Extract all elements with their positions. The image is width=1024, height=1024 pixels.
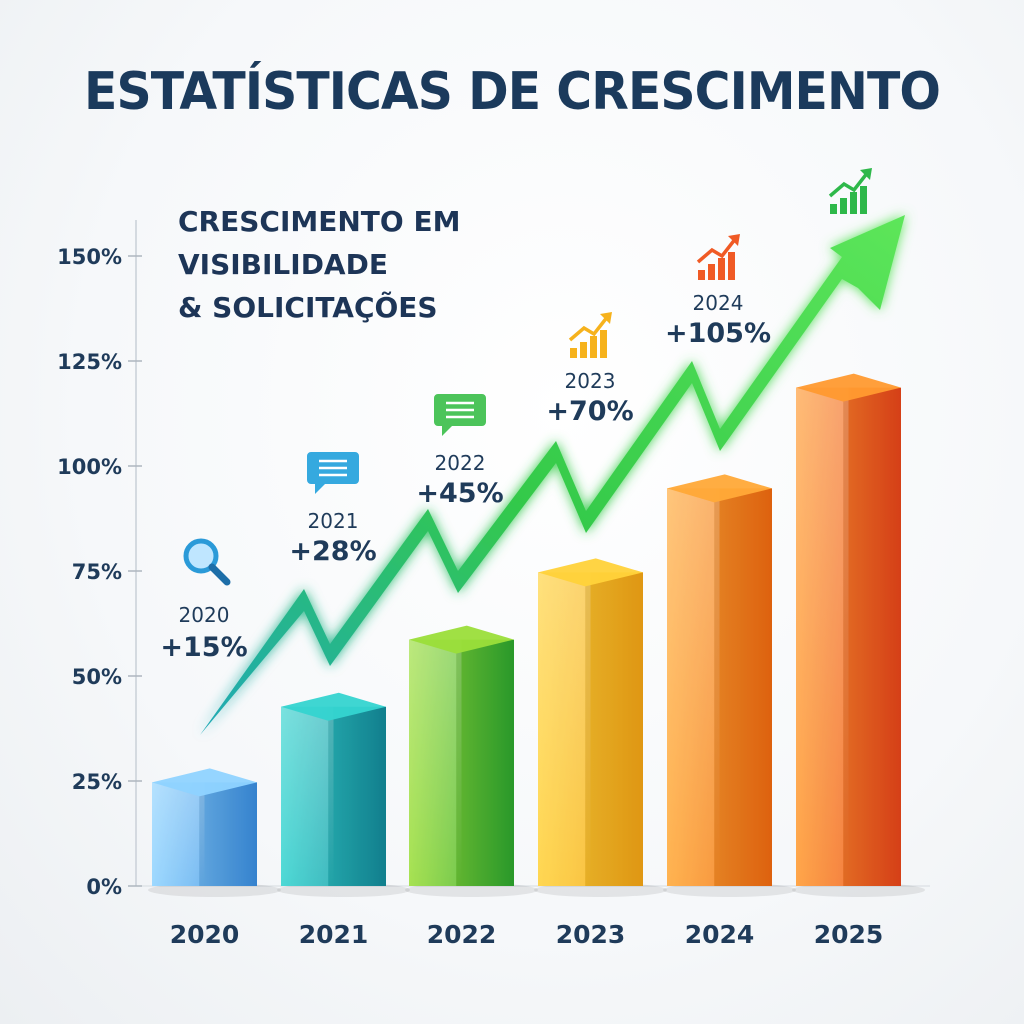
bar-shadow — [663, 883, 796, 897]
annotation-growth: +15% — [160, 632, 247, 663]
bar-chart-icon — [696, 234, 740, 280]
annotation-year: 2020 — [179, 603, 230, 627]
bar-top — [667, 474, 772, 503]
chart-title: ESTATÍSTICAS DE CRESCIMENTO — [84, 62, 941, 122]
bar-2022 — [405, 625, 538, 897]
bar-left-face — [281, 706, 329, 886]
subtitle-line-2: VISIBILIDADE — [178, 248, 388, 281]
bar-shadow — [405, 883, 538, 897]
bar-shadow — [277, 883, 410, 897]
y-tick-label: 150% — [57, 245, 122, 269]
annotation-growth: +70% — [546, 396, 633, 427]
y-tick-label: 25% — [72, 770, 122, 794]
bar-right-face — [714, 488, 772, 886]
chat-bubble-icon — [434, 394, 486, 436]
bar-left-face — [409, 639, 457, 886]
x-tick-label: 2022 — [427, 920, 497, 949]
bar-right-face — [199, 782, 257, 886]
y-tick-label: 75% — [72, 560, 122, 584]
annotation-2020: 2020 +15% — [160, 538, 248, 663]
magnifier-icon — [183, 538, 231, 586]
annotation-year: 2023 — [565, 369, 616, 393]
bar-highlight — [152, 782, 205, 886]
annotation-growth: +45% — [416, 478, 503, 509]
bar-top — [796, 373, 901, 402]
bar-left-face — [152, 782, 200, 886]
bar-highlight — [409, 639, 462, 886]
annotation-growth: +28% — [289, 536, 376, 567]
chat-bubble-icon — [307, 452, 359, 494]
bar-right-face — [843, 387, 901, 886]
bar-2021 — [277, 692, 410, 897]
bar-highlight — [796, 387, 849, 886]
bar-chart-icon — [568, 312, 612, 358]
bar-left-face — [796, 387, 844, 886]
bar-right-face — [585, 572, 643, 886]
bar-chart-icon — [828, 168, 872, 214]
annotation-year: 2021 — [308, 509, 359, 533]
x-tick-label: 2025 — [814, 920, 884, 949]
bar-highlight — [667, 488, 720, 886]
x-tick-label: 2024 — [685, 920, 755, 949]
y-tick-label: 100% — [57, 455, 122, 479]
annotation-growth: +105% — [665, 318, 771, 349]
bar-top — [409, 625, 514, 654]
bar-top — [281, 692, 386, 721]
x-tick-label: 2023 — [556, 920, 626, 949]
subtitle-line-3: & SOLICITAÇÕES — [178, 291, 438, 324]
bar-shadow — [792, 883, 925, 897]
annotation-2024: 2024 +105% — [665, 234, 771, 349]
bar-top — [538, 558, 643, 587]
bar-highlight — [281, 706, 334, 886]
annotation-year: 2024 — [693, 291, 744, 315]
y-tick-label: 50% — [72, 665, 122, 689]
x-tick-label: 2021 — [299, 920, 369, 949]
annotation-2025 — [828, 168, 872, 214]
y-tick-label: 0% — [86, 875, 122, 899]
bar-2024 — [663, 474, 796, 897]
bar-left-face — [538, 572, 586, 886]
bar-highlight — [538, 572, 591, 886]
chart-subtitle: CRESCIMENTO EM VISIBILIDADE & SOLICITAÇÕ… — [178, 200, 460, 329]
bar-2020 — [148, 768, 281, 897]
y-tick-label: 125% — [57, 350, 122, 374]
annotation-2023: 2023 +70% — [546, 312, 634, 427]
bar-right-face — [328, 706, 386, 886]
subtitle-line-1: CRESCIMENTO EM — [178, 205, 461, 238]
bar-shadow — [148, 883, 281, 897]
bar-2025 — [792, 373, 925, 897]
annotation-2022: 2022 +45% — [416, 394, 504, 509]
annotation-year: 2022 — [435, 451, 486, 475]
x-tick-label: 2020 — [170, 920, 240, 949]
bar-left-face — [667, 488, 715, 886]
bar-top — [152, 768, 257, 797]
bar-right-face — [456, 639, 514, 886]
annotation-2021: 2021 +28% — [289, 452, 377, 567]
bar-2023 — [534, 558, 667, 897]
bar-shadow — [534, 883, 667, 897]
